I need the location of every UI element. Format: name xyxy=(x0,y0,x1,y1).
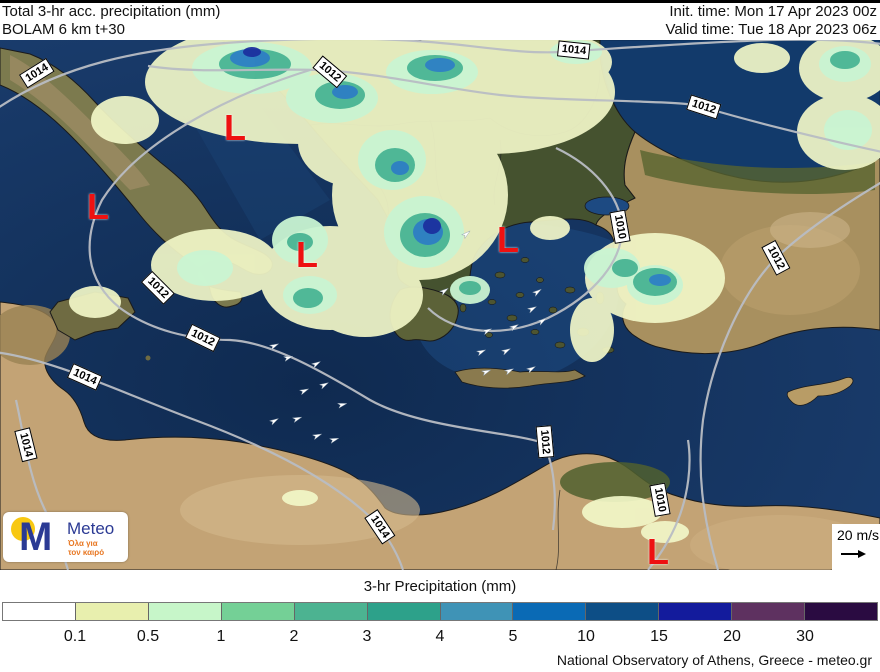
colorbar-tick-label: 3 xyxy=(362,628,372,645)
logo-sun-icon xyxy=(11,517,35,541)
model-run-label: BOLAM 6 km t+30 xyxy=(2,21,125,38)
logo-tagline-1: Όλα για xyxy=(68,539,98,548)
wind-arrow-icon xyxy=(283,353,295,363)
wind-arrow-icon xyxy=(476,346,488,357)
logo-m-icon: M xyxy=(19,515,53,559)
wind-arrow-icon xyxy=(508,321,521,332)
wind-arrow-icon xyxy=(318,379,331,390)
isobars xyxy=(0,40,880,570)
wind-arrow-icon xyxy=(312,430,324,441)
init-time: Init. time: Mon 17 Apr 2023 00z xyxy=(669,3,877,20)
colorbar-tick-label: 0.1 xyxy=(63,628,87,645)
colorbar-cell xyxy=(74,603,148,620)
wind-scale-label: 20 m/s xyxy=(837,527,880,543)
logo-brand: Meteo xyxy=(67,519,115,538)
colorbar-tick-label: 0.5 xyxy=(136,628,160,645)
wind-arrow-icon xyxy=(481,325,494,336)
colorbar-tick-label: 5 xyxy=(508,628,518,645)
low-pressure-marker: L xyxy=(497,219,519,260)
colorbar-cell xyxy=(439,603,513,620)
precip-extreme xyxy=(243,47,441,234)
wind-arrow-icon xyxy=(481,366,493,377)
isobar-label: 1014 xyxy=(557,40,591,60)
colorbar-cell xyxy=(293,603,367,620)
wind-arrow-icon xyxy=(299,385,311,396)
legend-title: 3-hr Precipitation (mm) xyxy=(363,578,517,595)
map-title-block: Total 3-hr acc. precipitation (mm) BOLAM… xyxy=(2,3,220,39)
wind-arrow-icon xyxy=(268,340,281,351)
wind-arrow-icon xyxy=(438,285,451,297)
colorbar-cell xyxy=(147,603,221,620)
wind-scale-box: 20 m/s xyxy=(832,524,880,570)
colorbar-cell xyxy=(512,603,586,620)
low-pressure-marker: L xyxy=(296,234,318,275)
low-pressure-marker: L xyxy=(87,186,109,227)
wind-arrow-icon xyxy=(526,303,539,314)
wind-arrow-icon xyxy=(329,435,341,445)
wind-arrow-icon xyxy=(500,345,513,356)
colorbar-tick-label: 10 xyxy=(577,628,595,645)
colorbar-cell xyxy=(3,603,75,620)
forecast-map: 1014 1012 1014 1012 1010 1012 1012 1012 1014 1014… xyxy=(0,40,880,570)
wind-arrow-icon xyxy=(337,400,348,409)
valid-time: Valid time: Tue 18 Apr 2023 06z xyxy=(665,21,877,38)
colorbar-cell xyxy=(220,603,294,620)
crete xyxy=(454,367,586,389)
colorbar-tick-label: 1 xyxy=(216,628,226,645)
low-pressure-marker: L xyxy=(224,107,246,148)
time-block: Init. time: Mon 17 Apr 2023 00z Valid ti… xyxy=(665,3,877,39)
wind-arrow-icon xyxy=(310,358,323,369)
colorbar-cell xyxy=(658,603,732,620)
colorbar-ticks: 0.1 0.5 1 2 3 4 5 10 15 20 30 xyxy=(0,628,880,648)
wind-arrow-icon xyxy=(268,415,281,426)
colorbar-tick-label: 15 xyxy=(650,628,668,645)
wind-arrow-icon xyxy=(525,363,538,374)
cyprus xyxy=(786,377,854,406)
logo-tagline-2: τον καιρό xyxy=(68,548,105,557)
wind-arrow-icon xyxy=(460,228,473,240)
wind-arrow-icon xyxy=(531,286,544,298)
colorbar-tick-label: 20 xyxy=(723,628,741,645)
top-border-line xyxy=(0,0,880,3)
colorbar-cell xyxy=(731,603,805,620)
wind-arrow-icon xyxy=(536,315,549,326)
map-title: Total 3-hr acc. precipitation (mm) xyxy=(2,3,221,20)
colorbar-cell xyxy=(366,603,440,620)
colorbar-tick-label: 30 xyxy=(796,628,814,645)
right-arrow-icon xyxy=(841,550,866,558)
meteo-logo[interactable]: M Meteo Όλα για τον καιρό xyxy=(3,512,128,562)
colorbar-tick-label: 4 xyxy=(435,628,445,645)
precipitation-colorbar xyxy=(2,602,878,621)
colorbar-cell xyxy=(585,603,659,620)
isobar-label: 1012 xyxy=(535,425,555,459)
colorbar-cell xyxy=(804,603,878,620)
credit-text: National Observatory of Athens, Greece -… xyxy=(556,652,872,668)
low-pressure-marker: L xyxy=(647,531,669,570)
wind-arrow-icon xyxy=(503,365,516,376)
wind-arrow-icon xyxy=(292,414,304,424)
colorbar-tick-label: 2 xyxy=(289,628,299,645)
precip-intense xyxy=(230,49,671,286)
map-base-art xyxy=(0,40,880,570)
